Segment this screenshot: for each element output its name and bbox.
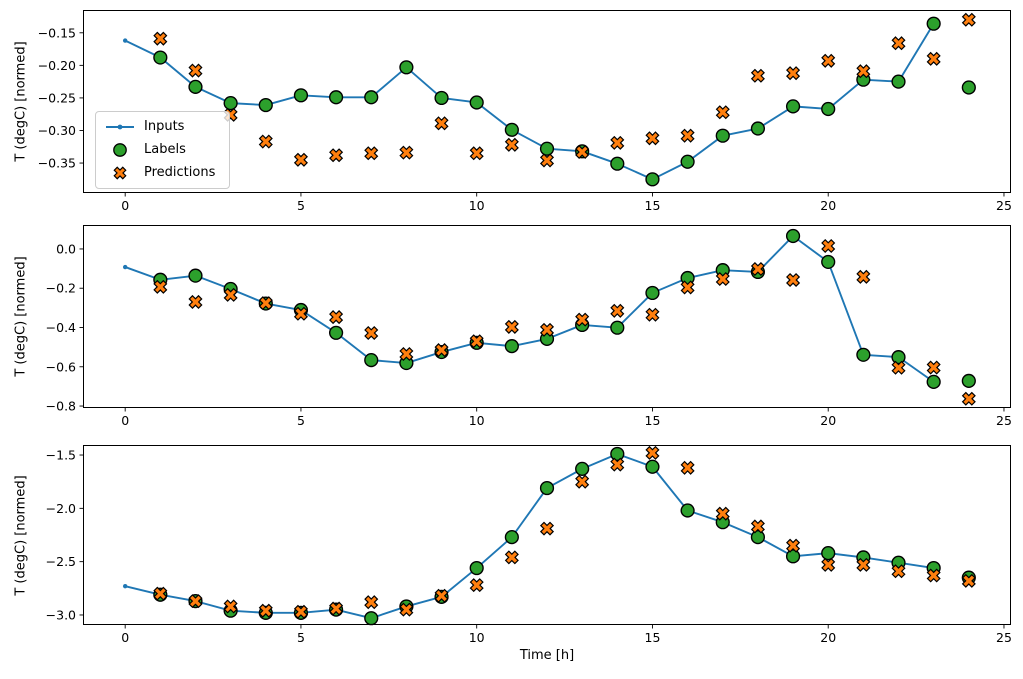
svg-text:10: 10 <box>469 413 485 428</box>
svg-text:−0.25: −0.25 <box>38 90 76 105</box>
svg-text:5: 5 <box>297 413 305 428</box>
x-axis-label: Time [h] <box>519 648 575 663</box>
svg-text:25: 25 <box>996 413 1012 428</box>
legend-item-labels: Labels <box>105 141 215 159</box>
svg-text:−1.5: −1.5 <box>46 448 76 463</box>
svg-text:−2.5: −2.5 <box>46 554 76 569</box>
svg-text:−0.30: −0.30 <box>38 123 76 138</box>
svg-text:25: 25 <box>996 198 1012 213</box>
svg-text:−3.0: −3.0 <box>46 607 76 622</box>
svg-text:25: 25 <box>996 630 1012 645</box>
y-axis-label-bottom: T (degC) [normed] <box>4 445 38 625</box>
svg-text:0: 0 <box>121 198 129 213</box>
svg-text:0.0: 0.0 <box>56 241 76 256</box>
svg-text:20: 20 <box>820 413 836 428</box>
svg-text:−0.4: −0.4 <box>46 320 76 335</box>
subplot-top-canvas: 0 5 10 15 20 25 −0.15 −0.20 −0.25 −0.30 −0.35 <box>38 10 1012 213</box>
svg-text:15: 15 <box>645 198 661 213</box>
svg-text:−0.15: −0.15 <box>38 25 76 40</box>
line-marker-icon <box>106 124 134 130</box>
y-axis-label-top: T (degC) [normed] <box>4 10 38 193</box>
subplot-middle-canvas: 0 5 10 15 20 25 0.0 −0.2 −0.4 −0.6 −0.8 <box>46 225 1012 428</box>
legend-item-predictions: Predictions <box>105 164 215 182</box>
y-axis-label-text: T (degC) [normed] <box>13 41 29 162</box>
svg-text:−2.0: −2.0 <box>46 501 76 516</box>
subplot-middle: 0 5 10 15 20 25 0.0 −0.2 −0.4 −0.6 −0.8 <box>46 225 1012 428</box>
svg-text:−0.35: −0.35 <box>38 156 76 171</box>
y-axis-label-text: T (degC) [normed] <box>13 256 29 377</box>
svg-text:5: 5 <box>297 630 305 645</box>
svg-text:10: 10 <box>469 630 485 645</box>
svg-text:15: 15 <box>645 413 661 428</box>
svg-text:−0.8: −0.8 <box>46 399 76 414</box>
x-marker-icon <box>113 166 127 180</box>
svg-text:20: 20 <box>820 198 836 213</box>
legend-label: Labels <box>144 142 186 157</box>
subplot-bottom-canvas: 0 5 10 15 20 25 −1.5 −2.0 −2.5 −3.0 <box>46 445 1012 645</box>
circle-marker-icon <box>113 143 127 157</box>
svg-text:−0.2: −0.2 <box>46 281 76 296</box>
y-axis-label-middle: T (degC) [normed] <box>4 225 38 408</box>
svg-text:20: 20 <box>820 630 836 645</box>
y-axis-label-text: T (degC) [normed] <box>13 474 29 596</box>
svg-text:5: 5 <box>297 198 305 213</box>
legend: Inputs Labels Predictions <box>95 111 231 189</box>
svg-text:0: 0 <box>121 630 129 645</box>
svg-text:10: 10 <box>469 198 485 213</box>
svg-text:0: 0 <box>121 413 129 428</box>
legend-label: Inputs <box>144 119 185 134</box>
subplot-bottom: 0 5 10 15 20 25 −1.5 −2.0 −2.5 −3.0 <box>46 445 1012 645</box>
subplot-top: 0 5 10 15 20 25 −0.15 −0.20 −0.25 −0.30 −0.35 Inpu… <box>38 10 1012 213</box>
legend-item-inputs: Inputs <box>105 118 215 136</box>
svg-text:−0.20: −0.20 <box>38 58 76 73</box>
svg-text:15: 15 <box>645 630 661 645</box>
legend-label: Predictions <box>144 165 216 180</box>
svg-text:−0.6: −0.6 <box>46 359 76 374</box>
